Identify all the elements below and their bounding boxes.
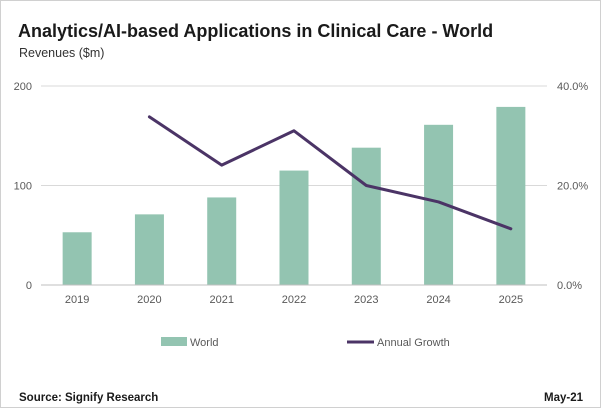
line-layer (147, 115, 513, 231)
bar (134, 214, 164, 285)
y-left-tick-label: 0 (26, 280, 32, 292)
x-tick-label: 2025 (499, 294, 523, 306)
x-tick-label: 2024 (426, 294, 450, 306)
legend-layer: World Annual Growth (161, 337, 450, 349)
x-tick-label: 2021 (209, 294, 233, 306)
bar (279, 170, 309, 285)
y-left-tick-label: 200 (14, 81, 32, 93)
source-note: Source: Signify Research (19, 392, 159, 404)
x-tick-label: 2023 (354, 294, 378, 306)
date-note: May-21 (544, 392, 583, 404)
chart-title: Analytics/AI-based Applications in Clini… (18, 21, 494, 41)
legend-swatch-world (161, 337, 187, 346)
y-right-tick-label: 40.0% (557, 81, 588, 93)
legend-label-world: World (190, 337, 219, 349)
axis-layer: 0 100 200 0.0% 20.0% 40.0% 2019 2020 2021 2022 202… (14, 81, 589, 306)
y-left-tick-label: 100 (14, 181, 32, 193)
x-tick-label: 2020 (137, 294, 161, 306)
x-tick-label: 2022 (282, 294, 306, 306)
bar-layer (62, 106, 526, 286)
bar (207, 197, 237, 285)
growth-line (147, 115, 513, 231)
bar (496, 106, 526, 286)
chart-subtitle: Revenues ($m) (19, 46, 105, 60)
x-tick-label: 2019 (65, 294, 89, 306)
y-right-tick-label: 20.0% (557, 181, 588, 193)
bar (351, 147, 381, 285)
y-right-tick-label: 0.0% (557, 280, 582, 292)
legend-label-growth: Annual Growth (377, 337, 450, 349)
bar (62, 232, 92, 285)
